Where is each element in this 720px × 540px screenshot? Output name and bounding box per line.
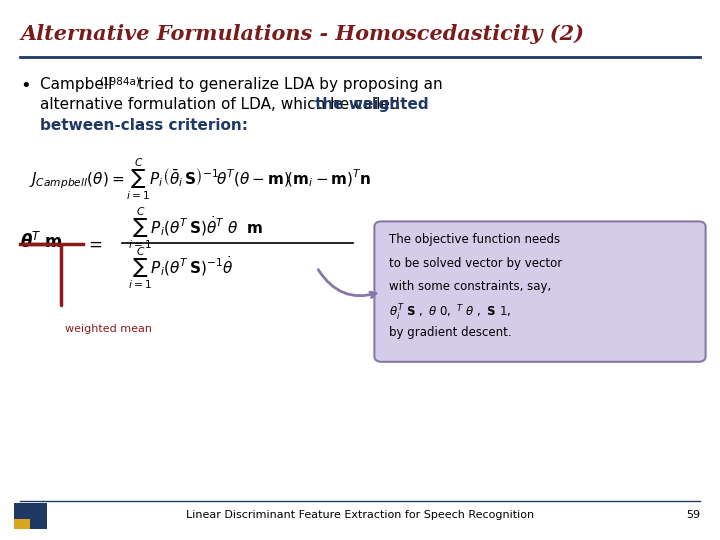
Text: $\theta_i^T\ \mathbf{S}\ ,\ \theta\ 0,\ ^T\ \theta\ ,\ \mathbf{S}\ 1,$: $\theta_i^T\ \mathbf{S}\ ,\ \theta\ 0,\ … xyxy=(389,303,511,323)
Text: tried to generalize LDA by proposing an: tried to generalize LDA by proposing an xyxy=(138,77,443,92)
FancyBboxPatch shape xyxy=(374,221,706,362)
Text: to be solved vector by vector: to be solved vector by vector xyxy=(389,256,562,269)
Text: $=$: $=$ xyxy=(85,235,102,253)
Text: 59: 59 xyxy=(685,510,700,521)
Text: with some constraints, say,: with some constraints, say, xyxy=(389,280,551,293)
FancyBboxPatch shape xyxy=(14,519,30,529)
Text: $J_{Campbell}(\theta) = \sum_{i=1}^{C} P_i\left(\bar{\theta}_i\,\mathbf{S}\right: $J_{Campbell}(\theta) = \sum_{i=1}^{C} P… xyxy=(29,157,372,202)
Text: $\boldsymbol{\theta}^T\ \mathbf{m}$: $\boldsymbol{\theta}^T\ \mathbf{m}$ xyxy=(20,232,63,252)
Text: The objective function needs: The objective function needs xyxy=(389,233,560,246)
Text: Linear Discriminant Feature Extraction for Speech Recognition: Linear Discriminant Feature Extraction f… xyxy=(186,510,534,521)
Text: Campbell: Campbell xyxy=(40,77,117,92)
Text: •: • xyxy=(20,77,31,94)
Text: the weighted: the weighted xyxy=(315,97,428,112)
Text: between-class criterion:: between-class criterion: xyxy=(40,118,248,133)
Text: alternative formulation of LDA, which he called: alternative formulation of LDA, which he… xyxy=(40,97,404,112)
Text: weighted mean: weighted mean xyxy=(65,324,152,334)
FancyBboxPatch shape xyxy=(14,503,47,529)
Text: Alternative Formulations - Homoscedasticity (2): Alternative Formulations - Homoscedastic… xyxy=(20,24,584,44)
Text: by gradient descent.: by gradient descent. xyxy=(389,326,511,339)
Text: $\sum_{i=1}^{C} P_i(\theta^T\,\mathbf{S})^{-1}\dot{\theta}$: $\sum_{i=1}^{C} P_i(\theta^T\,\mathbf{S}… xyxy=(128,246,234,291)
Text: $\sum_{i=1}^{C} P_i(\theta^T\,\mathbf{S})\dot{\theta}^{T}\ \theta\ \ \mathbf{m}$: $\sum_{i=1}^{C} P_i(\theta^T\,\mathbf{S}… xyxy=(128,205,264,251)
Text: (1984a): (1984a) xyxy=(99,77,140,87)
